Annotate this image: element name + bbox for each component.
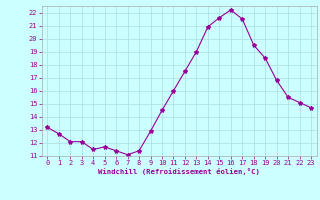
X-axis label: Windchill (Refroidissement éolien,°C): Windchill (Refroidissement éolien,°C) xyxy=(98,168,260,175)
